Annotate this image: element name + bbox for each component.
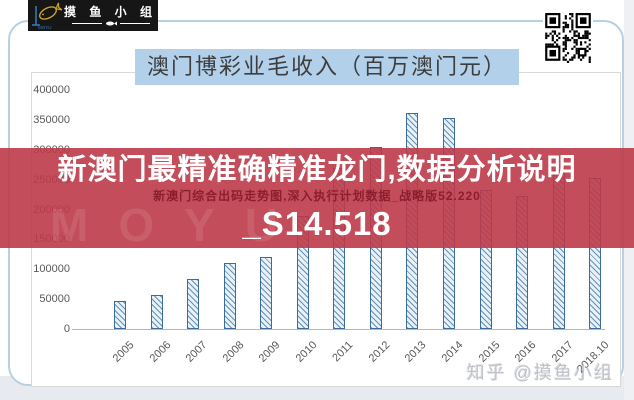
small-fish-icon (105, 21, 117, 25)
chart-title-row: 澳门博彩业毛收入（百万澳门元） (10, 49, 634, 85)
zhihu-watermark: 知乎 @摸鱼小组 (466, 363, 614, 383)
chart-title: 澳门博彩业毛收入（百万澳门元） (134, 49, 519, 85)
bar (223, 263, 236, 329)
y-axis-label: 400000 (33, 84, 70, 96)
brand-name: 摸 鱼 小 组 (64, 4, 158, 19)
banner-faint-watermark: MOYU (50, 199, 308, 248)
y-axis-label: 0 (63, 323, 70, 335)
logo-en-text: MOYU (38, 25, 52, 30)
bar (260, 257, 273, 329)
banner-subline: 新澳门综合出码走势图,深入执行计划数据_战略版52.220 (153, 189, 481, 203)
banner-line1: 新澳门最精准确精准龙门,数据分析说明 (57, 154, 577, 186)
brand-underline (71, 21, 150, 26)
overlay-banner: MOYU 新澳门最精准确精准龙门,数据分析说明 新澳门综合出码走势图,深入执行计… (0, 148, 634, 248)
banner-line2: _S14.518 (242, 205, 392, 242)
bar (150, 294, 163, 329)
qr-code (543, 11, 593, 65)
bar (114, 300, 126, 329)
y-axis-label: 50000 (39, 293, 70, 306)
brand-text-wrap: 摸 鱼 小 组 (64, 6, 157, 26)
y-axis-label: 350000 (33, 113, 70, 126)
bar (187, 278, 200, 329)
x-axis-line (72, 329, 605, 330)
y-axis-label: 100000 (33, 263, 70, 276)
brand-logo: MOYU 摸 鱼 小 组 (28, 0, 158, 31)
fish-icon: MOYU (32, 2, 62, 30)
